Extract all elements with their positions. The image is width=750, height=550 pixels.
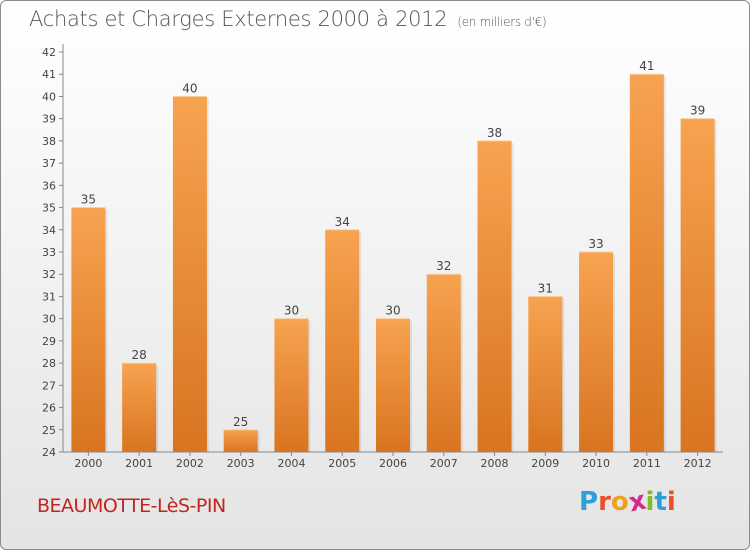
bar-2012 [680,118,715,453]
bar-2002 [172,96,207,452]
chart-subtitle: (en milliers d'€) [457,15,547,29]
y-tick-label: 29 [42,335,56,348]
bar-2008 [477,140,512,452]
x-tick-label-2007: 2007 [430,457,458,470]
y-tick-label: 30 [42,313,56,326]
data-label-2012: 39 [690,104,705,118]
y-tick-label: 41 [42,68,56,81]
bar-2001 [122,363,157,452]
logo-letter: r [598,487,611,517]
y-tick-label: 39 [42,113,56,126]
bar-2000 [71,207,106,452]
data-label-2002: 40 [182,81,197,95]
logo-letter: i [666,487,676,517]
logo-letter: t [654,487,667,517]
x-tick-label-2004: 2004 [277,457,305,470]
bar-2004 [274,318,309,452]
x-tick-label-2008: 2008 [481,457,509,470]
data-label-2007: 32 [436,259,451,273]
x-tick-label-2002: 2002 [176,457,204,470]
data-label-2011: 41 [639,59,654,73]
data-label-2001: 28 [132,348,147,362]
axes: 24 25 26 27 28 29 30 31 32 33 34 35 36 37 38 39 40 41 42 20… [42,44,723,470]
y-tick-label: 24 [42,446,56,459]
data-label-2010: 33 [588,237,603,251]
y-tick-label: 38 [42,135,56,148]
y-tick-label: 35 [42,202,56,215]
logo-letter: o [610,487,629,517]
logo-letter: i [645,487,655,517]
x-tick-label-2006: 2006 [379,457,407,470]
bar-2009 [528,296,563,452]
data-label-2004: 30 [284,304,299,318]
data-label-2005: 34 [335,215,350,229]
chart-title-text: Achats et Charges Externes 2000 à 2012 [29,7,448,31]
bar-2003 [223,429,258,452]
x-tick-label-2000: 2000 [74,457,102,470]
x-tick-label-2001: 2001 [125,457,153,470]
x-tick-label-2009: 2009 [531,457,559,470]
data-label-2009: 31 [538,281,553,295]
bar-2006 [376,318,410,452]
commune-name: BEAUMOTTE-LèS-PIN [37,495,226,517]
y-tick-label: 42 [42,46,56,59]
y-tick-label: 26 [42,402,56,415]
data-labels: 35 28 40 25 30 34 30 32 38 31 33 41 39 [81,59,706,429]
data-label-2003: 25 [233,415,248,429]
bar-2010 [579,252,614,452]
y-tick-label: 34 [42,224,56,237]
y-tick-label: 32 [42,268,56,281]
logo-letter: P [579,487,599,517]
bar-2005 [325,229,360,452]
y-tick-label: 25 [42,424,56,437]
data-label-2008: 38 [487,126,502,140]
x-tick-label-2005: 2005 [328,457,356,470]
y-tick-label: 40 [42,90,56,103]
proxiti-logo: Proxiti [579,486,676,519]
data-label-2006: 30 [385,304,400,318]
y-tick-label: 36 [42,179,56,192]
x-tick-label-2012: 2012 [684,457,712,470]
bar-2011 [629,74,664,452]
x-tick-label-2011: 2011 [633,457,661,470]
y-tick-label: 28 [42,357,56,370]
chart-title: Achats et Charges Externes 2000 à 2012 (e… [29,7,547,31]
y-tick-label: 33 [42,246,56,259]
y-tick-label: 27 [42,379,56,392]
x-tick-label-2003: 2003 [227,457,255,470]
bar-2007 [426,274,461,452]
bar-chart: 24 25 26 27 28 29 30 31 32 33 34 35 36 37 38 39 40 41 42 20… [42,44,723,470]
bars [71,73,717,453]
x-tick-label-2010: 2010 [582,457,610,470]
y-tick-label: 31 [42,290,56,303]
data-label-2000: 35 [81,193,96,207]
y-tick-label: 37 [42,157,56,170]
